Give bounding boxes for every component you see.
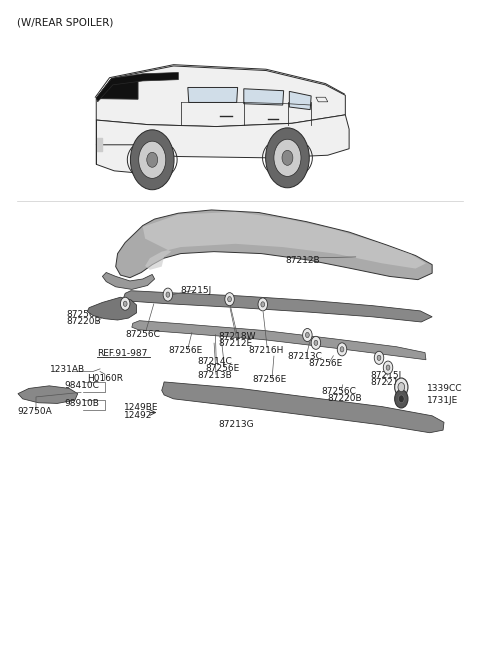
Text: 87212B: 87212B — [285, 256, 320, 265]
Circle shape — [166, 292, 170, 297]
Circle shape — [337, 343, 347, 356]
Text: 87256E: 87256E — [309, 359, 343, 367]
Circle shape — [384, 361, 393, 374]
Circle shape — [314, 340, 318, 346]
Circle shape — [305, 332, 309, 338]
Text: 1231AB: 1231AB — [50, 365, 85, 374]
Circle shape — [225, 292, 234, 306]
Text: 87256C: 87256C — [125, 330, 160, 339]
Circle shape — [282, 150, 293, 166]
Polygon shape — [96, 145, 162, 173]
Polygon shape — [316, 97, 328, 102]
Text: 87215J: 87215J — [180, 286, 212, 295]
Text: 12492: 12492 — [124, 411, 152, 420]
Circle shape — [261, 302, 264, 307]
Circle shape — [274, 139, 301, 176]
Text: 87212E: 87212E — [219, 339, 253, 348]
Circle shape — [377, 355, 381, 361]
Text: 87214C: 87214C — [197, 357, 232, 365]
Circle shape — [395, 390, 408, 408]
Text: 87221: 87221 — [371, 378, 399, 387]
Text: 87256C: 87256C — [322, 387, 357, 396]
Text: H0160R: H0160R — [87, 374, 123, 382]
Text: 1339CC: 1339CC — [427, 384, 463, 393]
Text: 87213C: 87213C — [288, 352, 322, 361]
Polygon shape — [132, 321, 426, 360]
Text: (W/REAR SPOILER): (W/REAR SPOILER) — [17, 17, 113, 27]
Circle shape — [123, 301, 127, 306]
Text: 87256E: 87256E — [253, 375, 287, 384]
Circle shape — [311, 336, 321, 350]
Text: 1731JE: 1731JE — [427, 396, 459, 405]
Polygon shape — [116, 210, 432, 280]
Polygon shape — [188, 87, 238, 102]
Text: 92750A: 92750A — [17, 407, 52, 417]
Circle shape — [131, 130, 174, 190]
Circle shape — [258, 298, 267, 311]
Polygon shape — [162, 382, 444, 433]
Circle shape — [163, 288, 173, 301]
Circle shape — [265, 128, 309, 188]
Circle shape — [120, 297, 130, 310]
Circle shape — [398, 382, 405, 392]
Text: 87213G: 87213G — [219, 420, 254, 429]
Text: 87218W: 87218W — [219, 332, 256, 341]
Text: REF.91-987: REF.91-987 — [96, 349, 147, 358]
Polygon shape — [143, 212, 426, 270]
Polygon shape — [102, 273, 155, 290]
Text: 1249BE: 1249BE — [124, 403, 158, 413]
Text: 98910B: 98910B — [64, 399, 99, 408]
Circle shape — [398, 395, 404, 403]
Polygon shape — [96, 72, 179, 102]
Text: 87220B: 87220B — [67, 317, 101, 327]
Circle shape — [340, 347, 344, 352]
Text: 87256E: 87256E — [67, 310, 101, 319]
Polygon shape — [96, 76, 138, 99]
Polygon shape — [96, 66, 345, 127]
Polygon shape — [289, 91, 311, 110]
Polygon shape — [87, 297, 137, 320]
Polygon shape — [244, 89, 284, 105]
Polygon shape — [18, 386, 78, 403]
Circle shape — [395, 378, 408, 396]
Circle shape — [228, 296, 231, 302]
Circle shape — [374, 351, 384, 365]
Text: 87256E: 87256E — [168, 346, 202, 355]
Circle shape — [386, 365, 390, 370]
Circle shape — [302, 328, 312, 342]
Text: 98410C: 98410C — [64, 380, 99, 390]
Text: 87220B: 87220B — [328, 394, 362, 403]
Polygon shape — [96, 115, 349, 158]
Circle shape — [139, 141, 166, 178]
Text: 87216H: 87216H — [249, 346, 284, 355]
Circle shape — [147, 152, 158, 168]
Text: 87256E: 87256E — [206, 364, 240, 373]
Polygon shape — [124, 290, 432, 322]
Text: 87213B: 87213B — [197, 371, 232, 380]
Text: 87215J: 87215J — [371, 371, 402, 380]
